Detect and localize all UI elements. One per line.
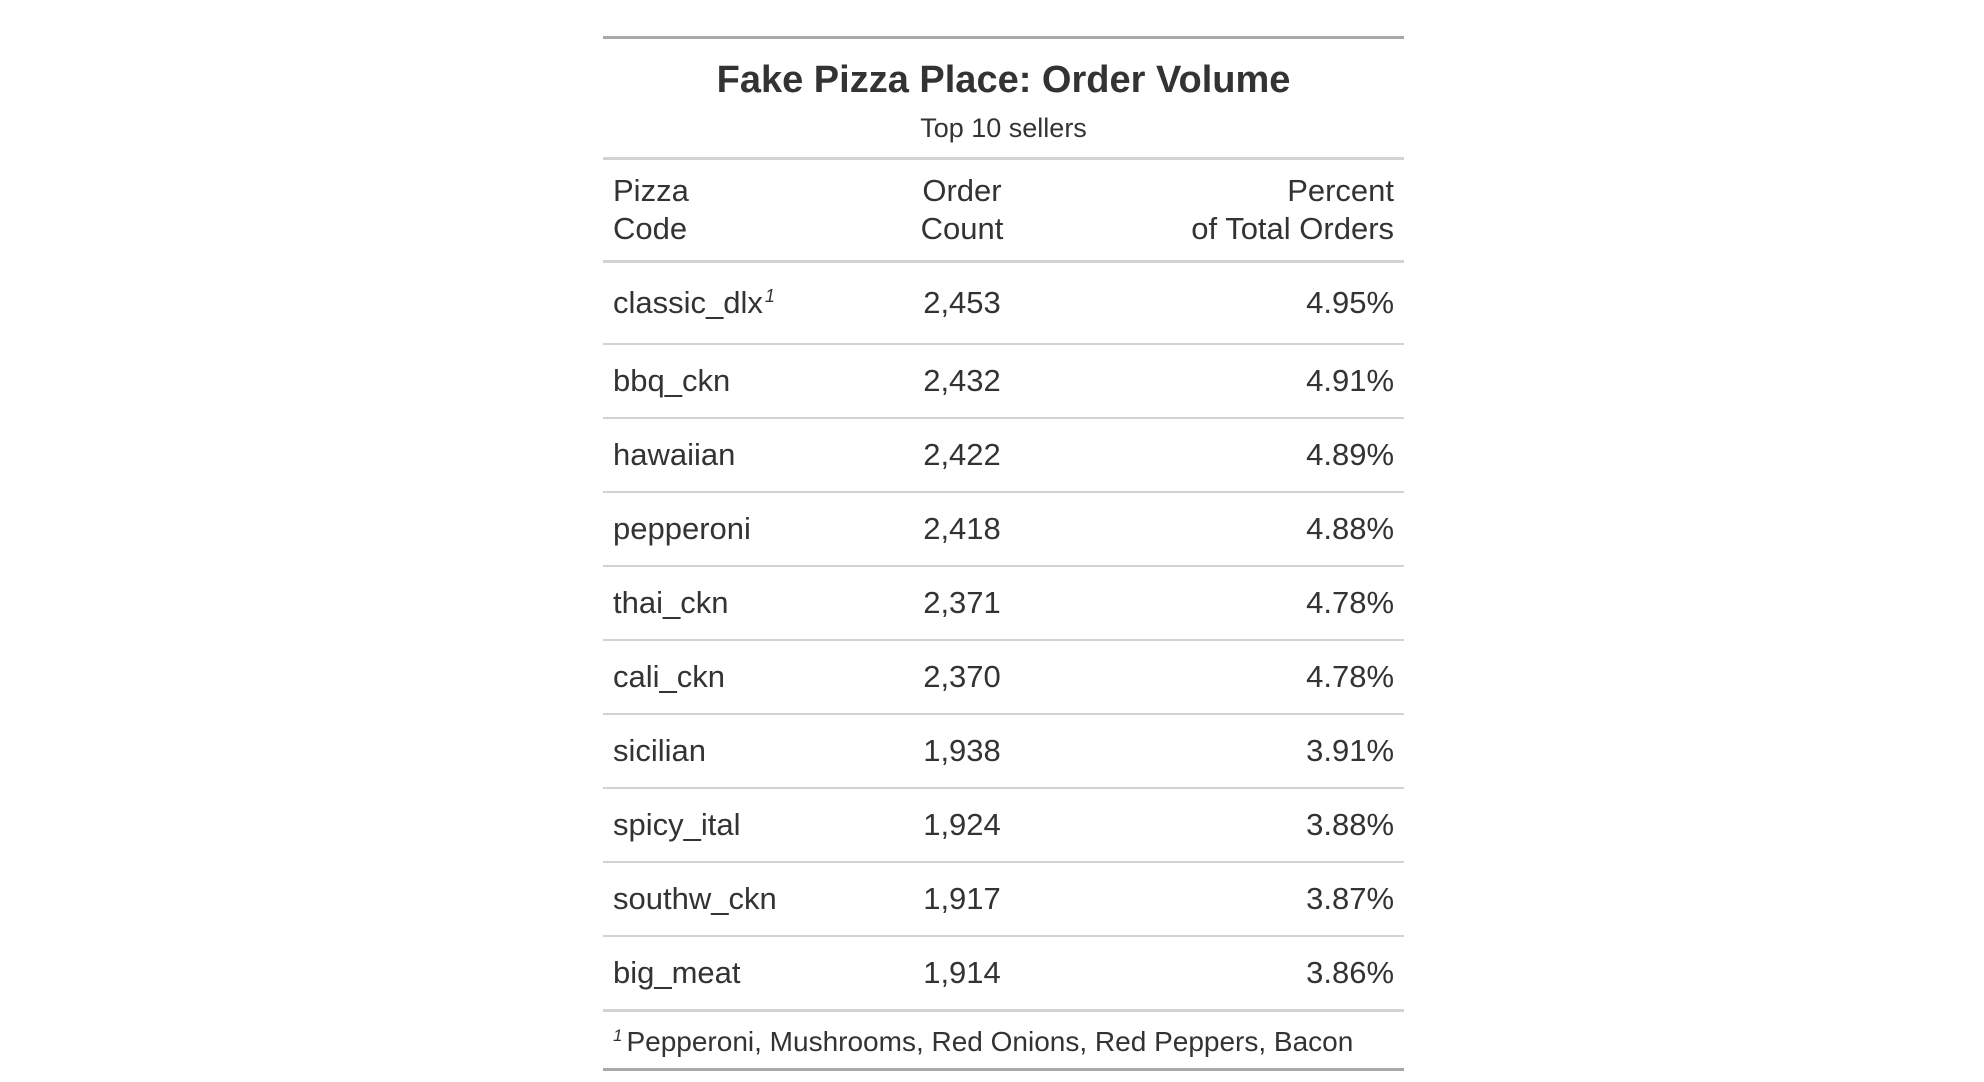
percent-cell: 3.87% [1061, 862, 1405, 937]
percent-cell: 3.86% [1061, 936, 1405, 1012]
table-subtitle: Top 10 sellers [603, 107, 1405, 160]
column-header-row: Pizza Code Order Count Percent of Total … [603, 158, 1405, 263]
percent-cell: 4.95% [1061, 261, 1405, 345]
order-count-cell: 2,422 [863, 418, 1061, 493]
order-count-cell: 2,453 [863, 261, 1061, 345]
table-subtitle-row: Top 10 sellers [603, 107, 1405, 160]
column-header-line: of Total Orders [1191, 211, 1395, 246]
pizza-code-cell: cali_ckn [603, 640, 863, 715]
order-volume-table: Fake Pizza Place: Order Volume Top 10 se… [603, 36, 1405, 1071]
table-footnote-row: 1 Pepperoni, Mushrooms, Red Onions, Red P… [603, 1011, 1404, 1070]
column-header-line: Pizza [613, 173, 689, 208]
table-title: Fake Pizza Place: Order Volume [716, 58, 1291, 101]
pizza-code-cell: spicy_ital [603, 788, 863, 863]
order-count-cell: 2,371 [863, 566, 1061, 641]
pizza-code-cell: pepperoni [603, 492, 863, 567]
pizza-code: classic_dlx [613, 285, 763, 320]
table-body: classic_dlx 1 2,453 4.95% bbq_ckn 2,432 4… [603, 261, 1405, 1012]
pizza-code-cell: classic_dlx 1 [603, 261, 863, 345]
percent-cell: 4.89% [1061, 418, 1405, 493]
column-header-line: Code [613, 211, 688, 246]
order-volume-table-container: Fake Pizza Place: Order Volume Top 10 se… [603, 36, 1405, 1071]
table-row: cali_ckn 2,370 4.78% [603, 640, 1405, 715]
column-header-line: Order [922, 173, 1002, 208]
order-count-cell: 1,917 [863, 862, 1061, 937]
table-row: big_meat 1,914 3.86% [603, 936, 1405, 1012]
percent-cell: 3.88% [1061, 788, 1405, 863]
column-header-line: Percent [1287, 173, 1395, 208]
table-row: thai_ckn 2,371 4.78% [603, 566, 1405, 641]
percent-cell: 4.78% [1061, 566, 1405, 641]
column-header-line: Count [920, 211, 1004, 246]
percent-cell: 4.78% [1061, 640, 1405, 715]
order-count-cell: 1,938 [863, 714, 1061, 789]
percent-cell: 4.88% [1061, 492, 1405, 567]
table-row: bbq_ckn 2,432 4.91% [603, 344, 1405, 419]
footnote-text: Pepperoni, Mushrooms, Red Onions, Red Pe… [626, 1026, 1354, 1057]
order-count-cell: 1,914 [863, 936, 1061, 1012]
column-header-percent-total: Percent of Total Orders [1061, 158, 1405, 263]
table-row: hawaiian 2,422 4.89% [603, 418, 1405, 493]
percent-cell: 3.91% [1061, 714, 1405, 789]
order-count-cell: 1,924 [863, 788, 1061, 863]
table-row: classic_dlx 1 2,453 4.95% [603, 261, 1405, 345]
footnote-mark: 1 [613, 1025, 623, 1045]
footnote-mark: 1 [764, 285, 775, 306]
pizza-code-cell: thai_ckn [603, 566, 863, 641]
pizza-code-cell: southw_ckn [603, 862, 863, 937]
percent-cell: 4.91% [1061, 344, 1405, 419]
column-header-pizza-code: Pizza Code [603, 158, 863, 263]
table-row: spicy_ital 1,924 3.88% [603, 788, 1405, 863]
order-count-cell: 2,370 [863, 640, 1061, 715]
table-title-row: Fake Pizza Place: Order Volume [603, 38, 1404, 108]
pizza-code-cell: bbq_ckn [603, 344, 863, 419]
pizza-code-cell: hawaiian [603, 418, 863, 493]
order-count-cell: 2,418 [863, 492, 1061, 567]
table-row: southw_ckn 1,917 3.87% [603, 862, 1405, 937]
table-row: pepperoni 2,418 4.88% [603, 492, 1405, 567]
pizza-code-cell: sicilian [603, 714, 863, 789]
table-row: sicilian 1,938 3.91% [603, 714, 1405, 789]
order-count-cell: 2,432 [863, 344, 1061, 419]
pizza-code-cell: big_meat [603, 936, 863, 1012]
table-footnote: 1 Pepperoni, Mushrooms, Red Onions, Red P… [603, 1011, 1404, 1070]
column-header-order-count: Order Count [863, 158, 1061, 263]
